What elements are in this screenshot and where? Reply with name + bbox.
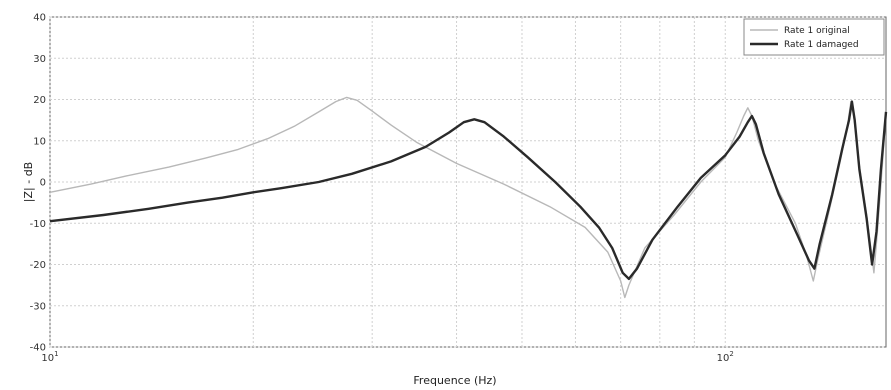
legend-label-2: Rate 1 damaged [784,40,859,50]
y-tick-labels: -40 -30 -20 -10 0 10 20 30 40 [30,13,46,354]
y-axis-label: |Z| - dB [22,162,35,202]
series-group [49,96,888,299]
y-tick-label: -10 [30,219,46,230]
y-tick-label: 10 [33,136,46,147]
y-tick-label: -20 [30,260,46,271]
y-tick-label: -40 [30,343,46,354]
legend-label-1: Rate 1 original [784,26,850,36]
legend: Rate 1 original Rate 1 damaged [743,18,885,56]
x-tick-exponent: 1 [54,350,58,358]
x-axis-label: Frequence (Hz) [413,374,496,387]
y-tick-label: 40 [33,13,46,24]
y-tick-label: 30 [33,54,46,65]
legend-box [743,18,885,56]
y-tick-label: 0 [40,178,46,189]
y-tick-label: 20 [33,95,46,106]
series-line-2 [49,100,888,281]
x-tick-exponent: 2 [729,350,733,358]
grid [49,16,886,348]
y-tick-label: -30 [30,301,46,312]
